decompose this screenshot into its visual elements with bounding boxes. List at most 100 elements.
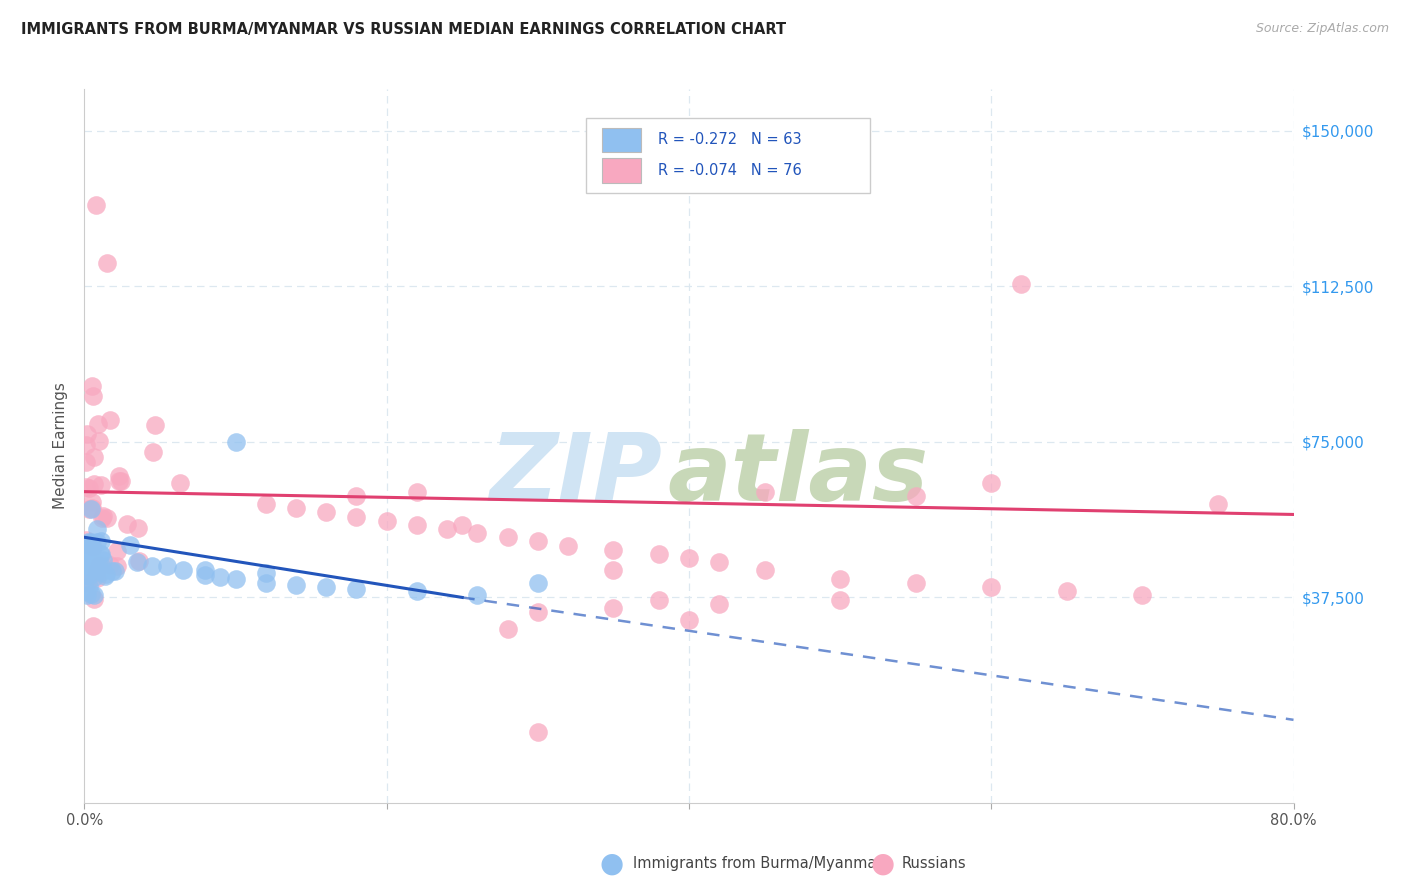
Point (90, 533, 112, 548)
Point (75, 539, 97, 553)
Point (105, 559, 128, 574)
Point (602, 542, 624, 557)
Text: Source: ZipAtlas.com: Source: ZipAtlas.com (1256, 22, 1389, 36)
Point (254, 566, 277, 580)
Point (75, 480, 97, 494)
Point (91, 511, 114, 525)
Point (75, 567, 97, 582)
Text: Immigrants from Burma/Myanmar: Immigrants from Burma/Myanmar (633, 856, 882, 871)
Point (75, 558, 97, 573)
Point (315, 505, 337, 519)
Point (143, 417, 166, 432)
Point (118, 538, 141, 552)
Point (89, 434, 111, 448)
Text: IMMIGRANTS FROM BURMA/MYANMAR VS RUSSIAN MEDIAN EARNINGS CORRELATION CHART: IMMIGRANTS FROM BURMA/MYANMAR VS RUSSIAN… (21, 22, 786, 37)
Point (830, 592, 852, 607)
Point (91, 553, 114, 567)
Point (830, 572, 852, 586)
Point (254, 575, 277, 590)
Point (77, 569, 100, 583)
Point (346, 509, 368, 524)
Point (904, 489, 927, 503)
Point (527, 725, 550, 739)
Bar (602, 128, 641, 152)
Point (86, 571, 108, 585)
Point (83, 588, 105, 602)
Point (496, 622, 519, 636)
Text: ●: ● (870, 849, 896, 878)
Point (172, 564, 194, 578)
Point (169, 476, 191, 491)
Point (75, 584, 97, 599)
Point (75, 544, 97, 558)
Point (754, 484, 776, 499)
Point (83, 477, 105, 491)
Point (90, 478, 112, 492)
Point (108, 468, 131, 483)
Point (82, 501, 104, 516)
Point (94, 569, 117, 583)
Point (80, 379, 103, 393)
Point (80, 549, 103, 564)
Point (110, 474, 132, 488)
Bar (602, 159, 641, 183)
Point (77, 579, 100, 593)
Point (406, 584, 429, 599)
Point (91, 509, 114, 524)
Point (602, 564, 624, 578)
Point (82, 619, 104, 633)
Point (127, 521, 149, 535)
Point (254, 497, 277, 511)
Point (346, 489, 368, 503)
Point (285, 501, 308, 516)
Point (86, 565, 108, 579)
Point (104, 564, 127, 578)
Point (451, 517, 474, 532)
Point (75, 549, 97, 564)
Point (467, 588, 489, 602)
Point (105, 543, 128, 558)
Point (77, 553, 100, 567)
Point (100, 564, 122, 578)
Point (77, 559, 100, 574)
Point (467, 526, 489, 541)
Point (76, 576, 98, 591)
Point (83, 562, 105, 576)
Text: atlas: atlas (668, 428, 928, 521)
Point (75, 438, 97, 452)
Point (156, 559, 179, 574)
Point (527, 534, 550, 549)
Point (527, 575, 550, 590)
Point (115, 516, 138, 531)
Point (709, 597, 731, 611)
Point (77, 539, 100, 553)
Point (75, 455, 97, 469)
Point (1130, 588, 1153, 602)
Point (87, 417, 110, 432)
Text: ZIP: ZIP (489, 428, 662, 521)
Point (82, 388, 104, 402)
Point (75, 554, 97, 568)
Point (128, 553, 150, 567)
Point (83, 592, 105, 607)
Point (76, 427, 98, 442)
Point (83, 450, 105, 464)
Point (527, 605, 550, 619)
Point (98, 558, 121, 572)
Point (79, 557, 101, 571)
Text: R = -0.074   N = 76: R = -0.074 N = 76 (658, 163, 801, 178)
Point (96, 256, 118, 270)
Point (89, 548, 111, 562)
Point (84, 558, 107, 573)
Point (980, 476, 1002, 491)
Text: Russians: Russians (901, 856, 966, 871)
Point (79, 547, 101, 561)
Point (80, 535, 103, 549)
Point (346, 582, 368, 596)
Point (98, 413, 121, 427)
Point (77, 538, 100, 552)
Point (194, 564, 217, 578)
Text: ●: ● (599, 849, 624, 878)
Point (89, 560, 111, 574)
Point (648, 547, 671, 561)
